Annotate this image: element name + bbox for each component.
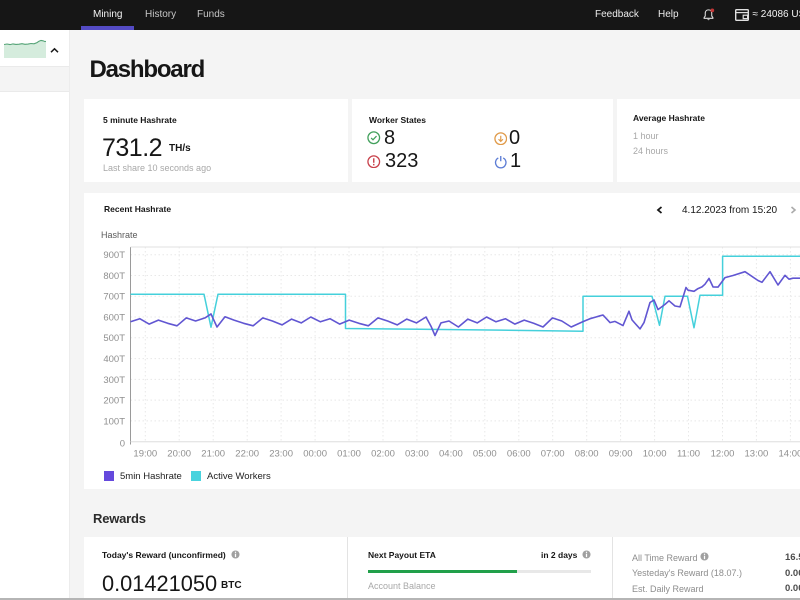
- svg-text:09:00: 09:00: [609, 449, 633, 460]
- svg-text:05:00: 05:00: [473, 449, 497, 460]
- svg-text:11:00: 11:00: [677, 449, 700, 460]
- svg-text:100T: 100T: [103, 416, 125, 427]
- svg-text:400T: 400T: [103, 354, 125, 365]
- svg-text:20:00: 20:00: [167, 449, 191, 460]
- svg-text:200T: 200T: [103, 396, 125, 407]
- svg-text:19:00: 19:00: [133, 449, 157, 460]
- svg-text:500T: 500T: [103, 333, 125, 344]
- svg-text:00:00: 00:00: [303, 449, 327, 460]
- svg-text:10:00: 10:00: [643, 449, 667, 460]
- svg-text:0: 0: [120, 438, 125, 449]
- svg-text:23:00: 23:00: [269, 449, 293, 460]
- svg-text:08:00: 08:00: [575, 449, 599, 460]
- svg-text:13:00: 13:00: [745, 449, 769, 460]
- svg-text:06:00: 06:00: [507, 449, 531, 460]
- svg-text:07:00: 07:00: [541, 449, 565, 460]
- svg-text:700T: 700T: [103, 292, 125, 303]
- svg-text:03:00: 03:00: [405, 449, 429, 460]
- svg-text:21:00: 21:00: [201, 449, 225, 460]
- svg-text:22:00: 22:00: [235, 449, 259, 460]
- svg-text:300T: 300T: [103, 375, 125, 386]
- svg-text:01:00: 01:00: [337, 449, 361, 460]
- svg-text:02:00: 02:00: [371, 449, 395, 460]
- svg-text:04:00: 04:00: [439, 449, 463, 460]
- svg-text:900T: 900T: [103, 250, 125, 261]
- svg-text:12:00: 12:00: [711, 449, 735, 460]
- svg-text:600T: 600T: [103, 312, 125, 323]
- svg-text:14:00: 14:00: [779, 449, 800, 460]
- svg-text:800T: 800T: [103, 271, 125, 282]
